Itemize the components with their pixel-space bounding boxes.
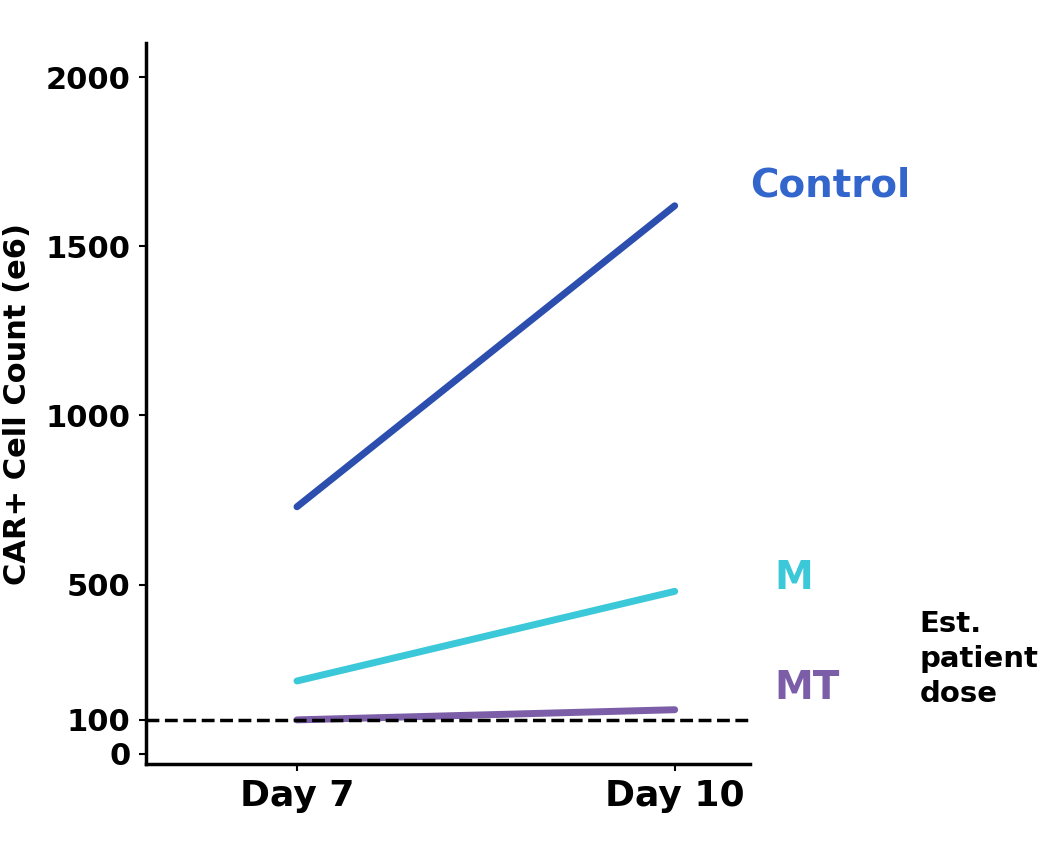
Text: Control: Control [750, 167, 911, 205]
Text: MT: MT [774, 668, 840, 707]
Text: Est.
patient
dose: Est. patient dose [919, 610, 1038, 707]
Y-axis label: CAR+ Cell Count (e6): CAR+ Cell Count (e6) [3, 222, 31, 585]
Text: M: M [774, 559, 813, 597]
